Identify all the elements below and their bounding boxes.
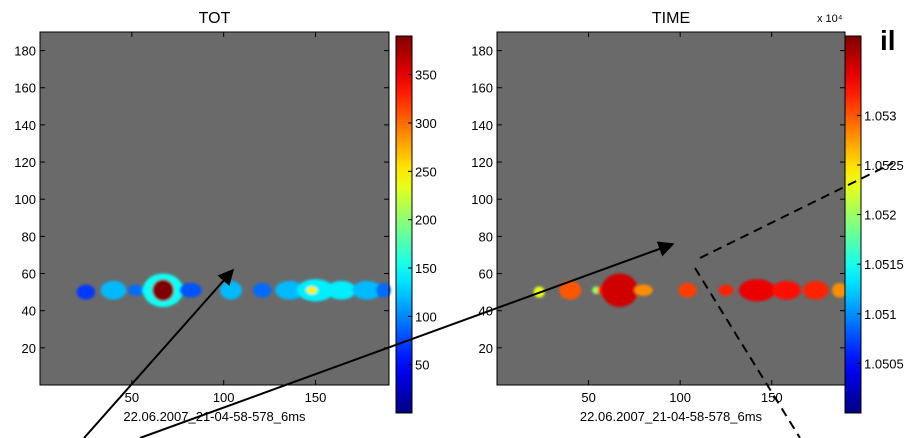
x-tick-label: 100	[213, 390, 235, 405]
y-tick-label: 180	[471, 44, 493, 59]
colorbar-tick-label: 1.0525	[864, 158, 904, 173]
y-tick-label: 40	[22, 304, 36, 319]
x-tick-label: 50	[581, 390, 595, 405]
x-axis-label: 22.06.2007_21-04-58-578_6ms	[580, 409, 763, 424]
data-blobs	[76, 273, 391, 307]
data-blob	[771, 280, 802, 300]
y-tick-label: 140	[471, 118, 493, 133]
dashed-guide-upper	[699, 162, 894, 259]
y-tick-label: 20	[479, 341, 493, 356]
arrow-to-time-cluster	[139, 241, 675, 438]
plot-frame	[39, 31, 390, 386]
plot-background	[40, 32, 389, 385]
x-tick-label: 100	[669, 390, 691, 405]
data-blob	[128, 284, 143, 296]
data-blobs	[533, 273, 847, 307]
colorbar-tick-label: 1.051	[864, 307, 897, 322]
y-tick-label: 60	[22, 267, 36, 282]
colorbar-tick-label: 1.053	[864, 108, 897, 123]
data-blob	[220, 280, 243, 300]
panel-time: TIME204060801001201401601805010015022.06…	[471, 10, 903, 424]
colorbar-tick-label: 200	[415, 213, 437, 228]
colorbar	[844, 35, 862, 414]
data-blob	[352, 280, 382, 300]
dashed-guide-lower	[694, 267, 801, 438]
data-blob	[601, 273, 639, 307]
y-tick-label: 140	[14, 118, 36, 133]
data-blob	[100, 280, 127, 300]
colorbar-tick-label: 50	[415, 358, 429, 373]
plot-background	[497, 32, 845, 385]
data-blob	[592, 286, 600, 294]
y-tick-label: 60	[479, 267, 493, 282]
data-blob	[179, 282, 202, 298]
y-tick-label: 180	[14, 44, 36, 59]
colorbar-tick-label: 350	[415, 68, 437, 83]
data-blob	[253, 282, 272, 298]
data-blob	[76, 284, 96, 300]
y-tick-label: 120	[14, 155, 36, 170]
colorbar-tick-label: 1.0515	[864, 257, 904, 272]
colorbar-tick-label: 300	[415, 116, 437, 131]
colorbar-tick-label: 250	[415, 164, 437, 179]
colorbar	[395, 35, 413, 414]
data-blob	[832, 282, 847, 298]
data-blob	[718, 284, 734, 296]
chart-title: TOT	[199, 10, 231, 27]
data-blob	[802, 280, 829, 300]
y-tick-label: 100	[14, 192, 36, 207]
data-blob	[738, 279, 776, 302]
y-tick-label: 160	[14, 81, 36, 96]
data-blob	[326, 280, 356, 300]
data-blob	[559, 280, 582, 300]
data-blob	[634, 284, 653, 296]
colorbar-tick-label: 100	[415, 309, 437, 324]
data-blob	[152, 279, 175, 302]
data-blob	[275, 280, 305, 300]
colorbar-tick-label: 150	[415, 261, 437, 276]
colorbar-multiplier: x 10⁴	[817, 13, 843, 25]
x-axis-label: 22.06.2007_21-04-58-578_6ms	[123, 409, 306, 424]
data-blob	[678, 282, 697, 298]
x-tick-label: 150	[305, 390, 327, 405]
annotation-glyph: il	[880, 25, 896, 56]
colorbar-tick-label: 1.052	[864, 208, 897, 223]
y-tick-label: 120	[471, 155, 493, 170]
y-tick-label: 80	[479, 229, 493, 244]
data-blob	[376, 282, 391, 298]
x-tick-label: 50	[125, 390, 139, 405]
y-tick-label: 100	[471, 192, 493, 207]
y-tick-label: 160	[471, 81, 493, 96]
chart-title: TIME	[652, 10, 690, 27]
colorbar-tick-label: 1.0505	[864, 356, 904, 371]
data-blob	[306, 286, 318, 294]
y-tick-label: 80	[22, 229, 36, 244]
arrow-to-tot-cluster	[83, 268, 235, 438]
y-tick-label: 20	[22, 341, 36, 356]
panel-tot: TOT 20 40 60 80 100 120 140 160 180 50 100 150 22.06.…	[14, 10, 436, 424]
